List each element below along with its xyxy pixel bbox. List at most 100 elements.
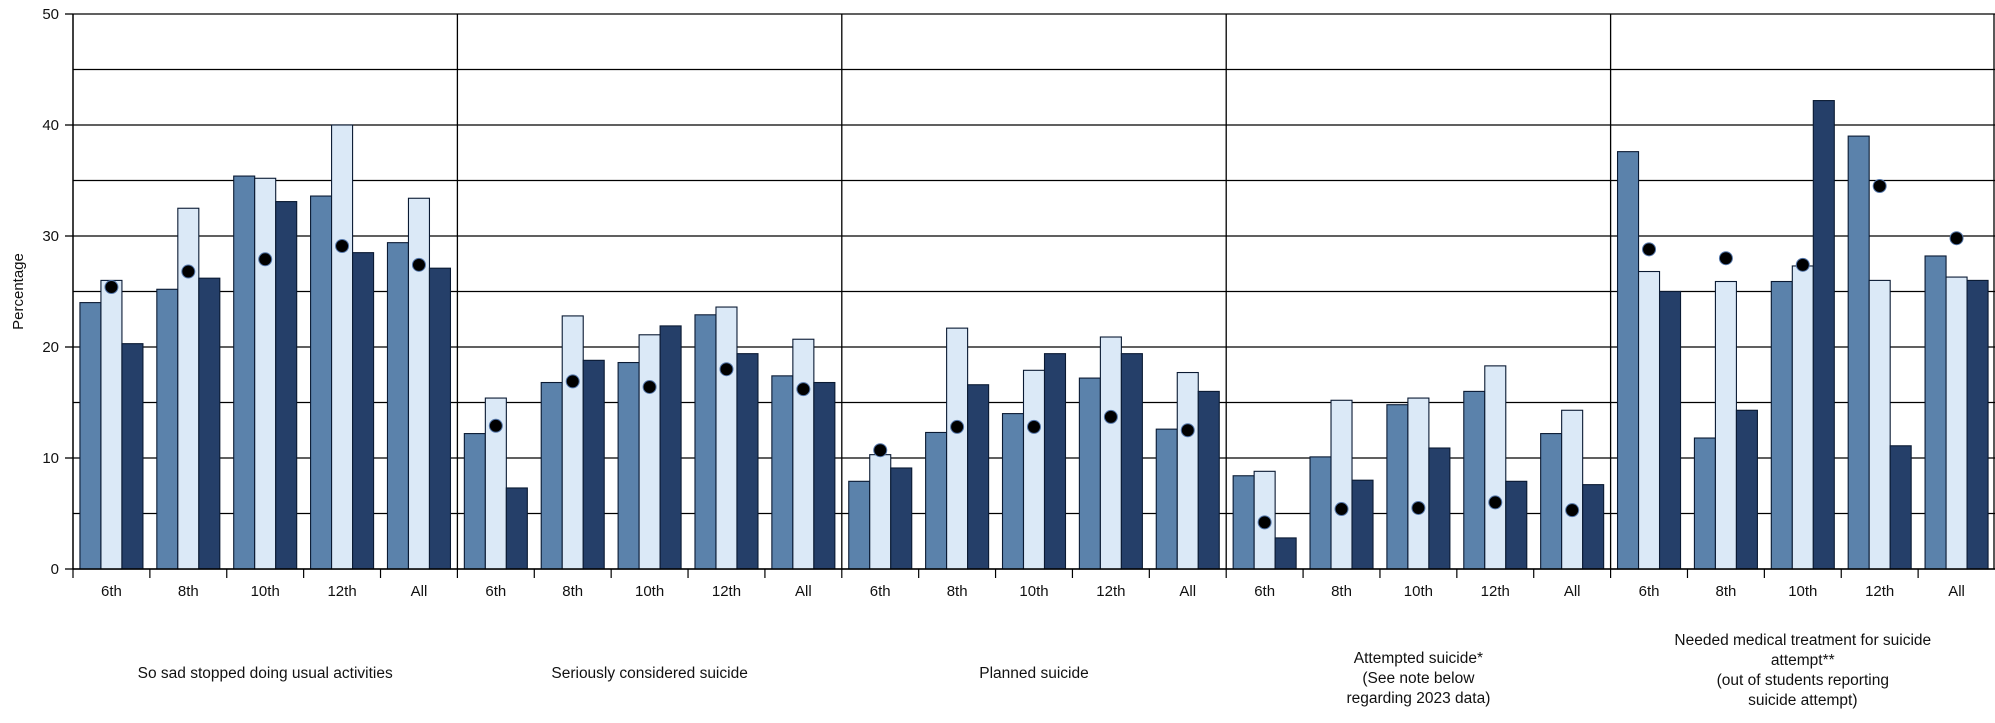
data-point-dot	[950, 419, 965, 434]
data-point-dot	[642, 379, 657, 394]
category-label: 6th	[101, 583, 122, 600]
bar	[331, 124, 354, 570]
bar	[254, 177, 277, 570]
bar	[946, 327, 969, 570]
data-point-dot	[719, 362, 734, 377]
category-label: 12th	[1481, 583, 1510, 600]
bar	[582, 359, 605, 570]
bar	[1505, 480, 1528, 570]
data-point-dot	[1411, 500, 1426, 515]
category-label: 8th	[1715, 583, 1736, 600]
bar	[540, 381, 563, 570]
bar	[813, 381, 836, 570]
bar	[1078, 377, 1101, 570]
y-axis-label: Percentage	[10, 253, 27, 330]
bar	[1043, 353, 1067, 570]
bar	[1966, 279, 1989, 570]
bar	[1463, 390, 1486, 570]
bar	[1120, 353, 1143, 570]
category-label: 10th	[251, 583, 280, 600]
y-tick-label: 40	[42, 117, 59, 134]
bar	[1001, 413, 1025, 570]
category-label: 10th	[1019, 583, 1048, 600]
bar	[1022, 369, 1046, 570]
data-point-dot	[1949, 231, 1964, 246]
category-label: All	[1948, 583, 1965, 600]
bar	[1309, 456, 1332, 570]
y-tick-label: 0	[51, 561, 59, 578]
bar	[561, 315, 584, 570]
bar	[1484, 365, 1507, 570]
bar	[505, 487, 528, 570]
group-label: regarding 2023 data)	[1346, 690, 1490, 707]
bar	[617, 361, 640, 570]
category-label: 10th	[1788, 583, 1817, 600]
bar	[1889, 445, 1912, 570]
data-point-dot	[873, 443, 888, 458]
group-label: Needed medical treatment for suicide	[1674, 632, 1931, 649]
data-point-dot	[335, 238, 350, 253]
bar	[1176, 371, 1199, 570]
bar	[310, 195, 333, 570]
category-label: 10th	[1404, 583, 1433, 600]
data-point-dot	[796, 382, 811, 397]
category-label: 8th	[1331, 583, 1352, 600]
y-tick-label: 30	[42, 228, 59, 245]
category-label: 8th	[947, 583, 968, 600]
bar	[792, 338, 815, 570]
group-label: Seriously considered suicide	[551, 665, 747, 682]
bar	[736, 353, 759, 570]
category-label: 12th	[1096, 583, 1125, 600]
bar	[1561, 409, 1584, 570]
bar	[925, 431, 948, 570]
y-tick-label: 10	[42, 450, 59, 467]
category-label: 12th	[327, 583, 356, 600]
category-label: All	[1564, 583, 1581, 600]
bar	[1735, 409, 1758, 570]
bar	[1351, 479, 1374, 570]
bar	[694, 314, 717, 570]
bar	[1330, 399, 1353, 570]
category-label: 10th	[635, 583, 664, 600]
bar	[659, 325, 682, 570]
bar	[1693, 437, 1716, 570]
category-label: 12th	[1865, 583, 1894, 600]
category-label: All	[411, 583, 428, 600]
data-point-dot	[1872, 179, 1887, 194]
data-point-dot	[488, 418, 503, 433]
data-point-dot	[1795, 257, 1810, 272]
group-label: attempt**	[1771, 652, 1835, 669]
bar	[79, 302, 102, 570]
category-label: 8th	[562, 583, 583, 600]
bar	[771, 375, 794, 570]
y-tick-label: 50	[42, 6, 59, 23]
group-label: So sad stopped doing usual activities	[138, 665, 393, 682]
category-label: 8th	[178, 583, 199, 600]
category-label: 6th	[870, 583, 891, 600]
data-point-dot	[104, 280, 119, 295]
bar	[890, 467, 913, 570]
category-label: 6th	[485, 583, 506, 600]
bar	[386, 242, 410, 570]
bar	[1428, 447, 1451, 570]
bar	[638, 334, 661, 570]
bar	[1582, 484, 1605, 570]
bar	[869, 454, 892, 570]
group-label: Planned suicide	[979, 665, 1088, 682]
bar	[1616, 151, 1640, 570]
data-point-dot	[1180, 423, 1195, 438]
bar	[1099, 336, 1122, 570]
bar	[1945, 276, 1968, 570]
data-point-dot	[1027, 419, 1041, 434]
data-point-dot	[1334, 502, 1349, 517]
bar	[428, 267, 452, 570]
bar	[1232, 475, 1255, 570]
bar	[1714, 280, 1737, 570]
bar	[1868, 279, 1891, 570]
data-point-dot	[1642, 242, 1657, 257]
bar	[1540, 433, 1563, 570]
bar	[848, 480, 871, 570]
category-label: All	[795, 583, 812, 600]
